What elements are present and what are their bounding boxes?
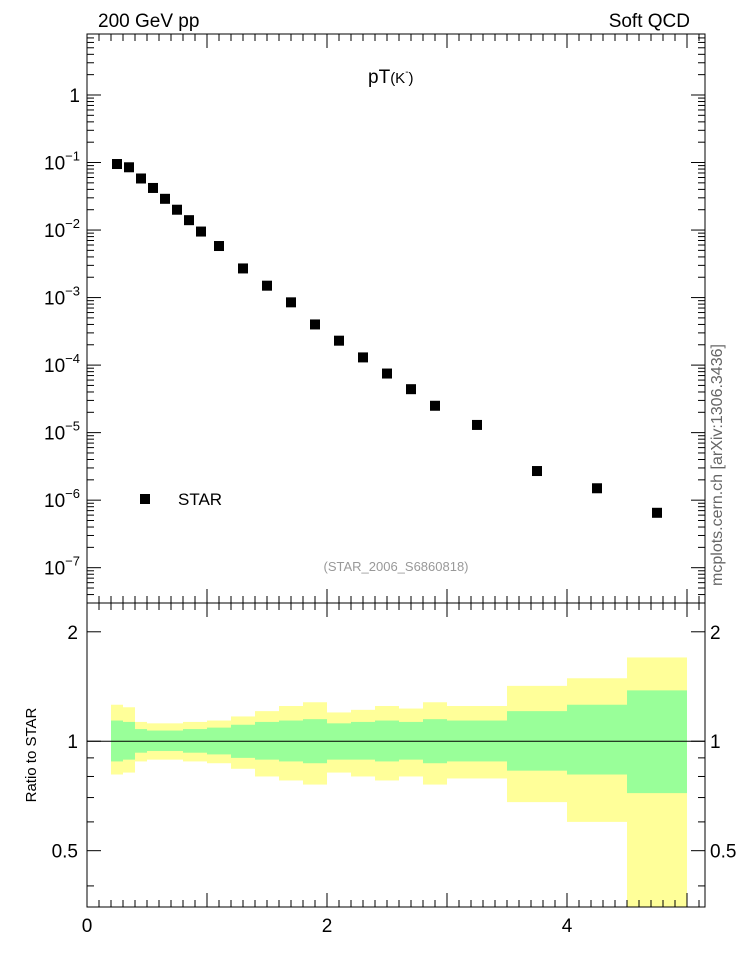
data-point bbox=[184, 215, 194, 226]
data-point bbox=[238, 263, 248, 274]
header-left-label: 200 GeV pp bbox=[98, 11, 199, 32]
data-point bbox=[532, 466, 542, 477]
y-tick-label: 10−6 bbox=[44, 486, 80, 512]
ratio-y-tick-label-right: 2 bbox=[710, 623, 721, 644]
data-point bbox=[430, 400, 440, 411]
data-point bbox=[382, 368, 392, 379]
data-point bbox=[160, 193, 170, 204]
data-point bbox=[358, 352, 368, 363]
main-plot-y-tick-labels: 1 10−1 10−2 10−3 10−4 10−5 10−6 10−7 bbox=[44, 86, 80, 580]
ratio-y-axis-label: Ratio to STAR bbox=[23, 707, 40, 802]
data-point bbox=[406, 384, 416, 395]
y-tick-label: 10−7 bbox=[44, 554, 80, 580]
analysis-watermark: (STAR_2006_S6860818) bbox=[323, 559, 468, 574]
y-tick-label: 10−4 bbox=[44, 351, 80, 377]
x-tick-label: 2 bbox=[322, 916, 333, 937]
ratio-uncertainty-bands bbox=[111, 657, 687, 907]
ratio-y-tick-label-left: 2 bbox=[67, 623, 78, 644]
inner-band-bin bbox=[567, 704, 627, 775]
source-side-label: mcplots.cern.ch [arXiv:1306.3436] bbox=[709, 344, 726, 586]
data-point bbox=[214, 241, 224, 252]
star-data-points bbox=[112, 159, 662, 518]
x-tick-label: 4 bbox=[562, 916, 573, 937]
x-tick-labels: 0 2 4 bbox=[82, 916, 573, 937]
y-tick-label: 1 bbox=[69, 86, 80, 107]
plot-title: pT(K-) bbox=[368, 67, 414, 88]
main-plot-panel: 1 10−1 10−2 10−3 10−4 10−5 10−6 10−7 pT(K-) STA… bbox=[44, 33, 706, 604]
data-point bbox=[136, 173, 146, 184]
ratio-y-tick-labels: 2 2 1 1 0.5 0.5 bbox=[52, 623, 737, 863]
ratio-plot-panel: 2 2 1 1 0.5 0.5 0 2 4 Ratio to STAR bbox=[23, 602, 737, 937]
data-point bbox=[124, 162, 134, 173]
inner-band-bin bbox=[627, 690, 687, 794]
ratio-plot-frame bbox=[86, 602, 706, 908]
ratio-y-tick-label-right: 1 bbox=[710, 732, 721, 753]
y-tick-label: 10−2 bbox=[44, 216, 80, 242]
data-point bbox=[286, 297, 296, 308]
data-point bbox=[262, 280, 272, 291]
data-point bbox=[112, 159, 122, 170]
ratio-y-tick-label-left: 1 bbox=[67, 732, 78, 753]
y-tick-label: 10−1 bbox=[44, 149, 80, 175]
legend-label: STAR bbox=[178, 490, 222, 509]
ratio-y-tick-label-left: 0.5 bbox=[52, 842, 78, 863]
y-tick-label: 10−5 bbox=[44, 419, 80, 445]
data-point bbox=[148, 182, 158, 193]
y-tick-label: 10−3 bbox=[44, 284, 80, 310]
data-point bbox=[592, 483, 602, 494]
header-right-label: Soft QCD bbox=[609, 11, 690, 32]
main-plot-frame bbox=[86, 33, 706, 604]
main-frame-rect bbox=[86, 33, 706, 604]
data-point bbox=[472, 419, 482, 430]
data-point bbox=[334, 335, 344, 346]
data-point bbox=[172, 204, 182, 215]
ratio-plot-ticks bbox=[86, 603, 705, 907]
ratio-y-tick-label-right: 0.5 bbox=[710, 842, 736, 863]
data-point bbox=[652, 507, 662, 518]
data-point bbox=[196, 226, 206, 237]
data-point bbox=[310, 319, 320, 330]
ratio-frame-rect bbox=[86, 602, 706, 908]
x-tick-label: 0 bbox=[82, 916, 93, 937]
main-plot-ticks bbox=[86, 33, 705, 604]
legend-marker bbox=[140, 494, 150, 504]
